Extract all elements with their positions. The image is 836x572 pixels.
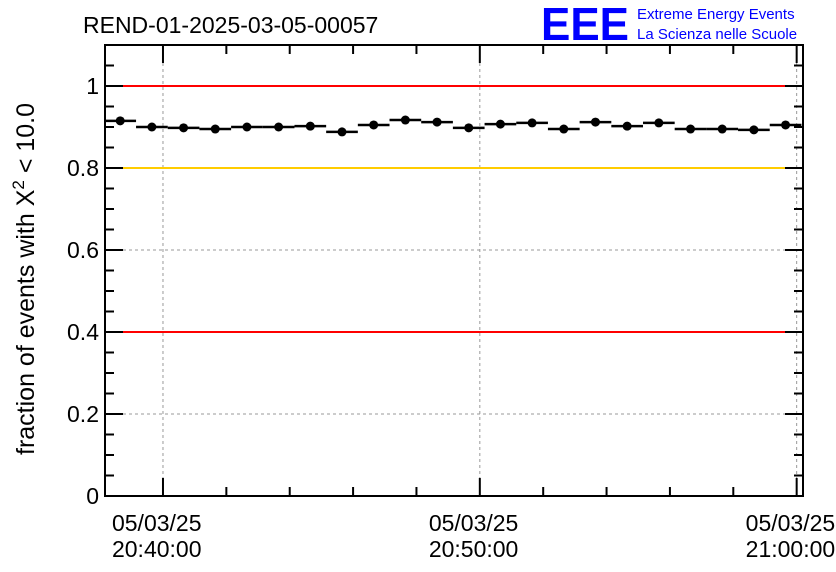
logo-line2: La Scienza nelle Scuole [637,26,797,43]
y-tick-label: 0.2 [67,401,99,427]
eee-logo: EEE Extreme Energy Events La Scienza nel… [541,0,797,50]
data-point [654,118,664,128]
data-point [274,122,284,132]
y-tick-label: 1 [86,73,99,99]
data-point [400,115,410,125]
x-tick-time: 20:40:00 [112,536,202,562]
data-point [179,123,189,133]
data-point [464,123,474,133]
data-point [210,124,220,134]
tick-labels: 00.20.40.60.8105/03/2520:40:0005/03/2520… [67,73,835,562]
axes [104,44,804,497]
y-tick-label: 0.6 [67,237,99,263]
data-point [781,120,791,130]
data-point [749,125,759,135]
grid [105,45,803,496]
x-tick-time: 21:00:00 [746,536,836,562]
plot-frame [104,44,804,497]
data-point [147,122,157,132]
reference-lines [105,85,803,333]
data-point [115,116,125,126]
data-point [686,124,696,134]
data-point [432,117,442,127]
logo-letters: EEE [541,0,629,50]
data-point [590,117,600,127]
data-point [242,122,252,132]
data-points [104,115,802,137]
y-tick-label: 0 [86,483,99,509]
data-point [495,119,505,129]
data-point [305,121,315,131]
x-tick-date: 05/03/25 [429,510,519,536]
data-point [337,127,347,137]
x-tick-time: 20:50:00 [429,536,519,562]
logo-line1: Extreme Energy Events [637,6,795,23]
x-tick-date: 05/03/25 [112,510,202,536]
data-point [369,120,379,130]
data-point [559,124,569,134]
y-axis-label: fraction of events with X2 < 10.0 [9,103,40,455]
y-tick-label: 0.4 [67,319,99,345]
data-point [717,124,727,134]
chart-title: REND-01-2025-03-05-00057 [83,12,378,38]
data-point [622,121,632,131]
x-tick-date: 05/03/25 [746,510,836,536]
y-tick-label: 0.8 [67,155,99,181]
data-point [527,118,537,128]
